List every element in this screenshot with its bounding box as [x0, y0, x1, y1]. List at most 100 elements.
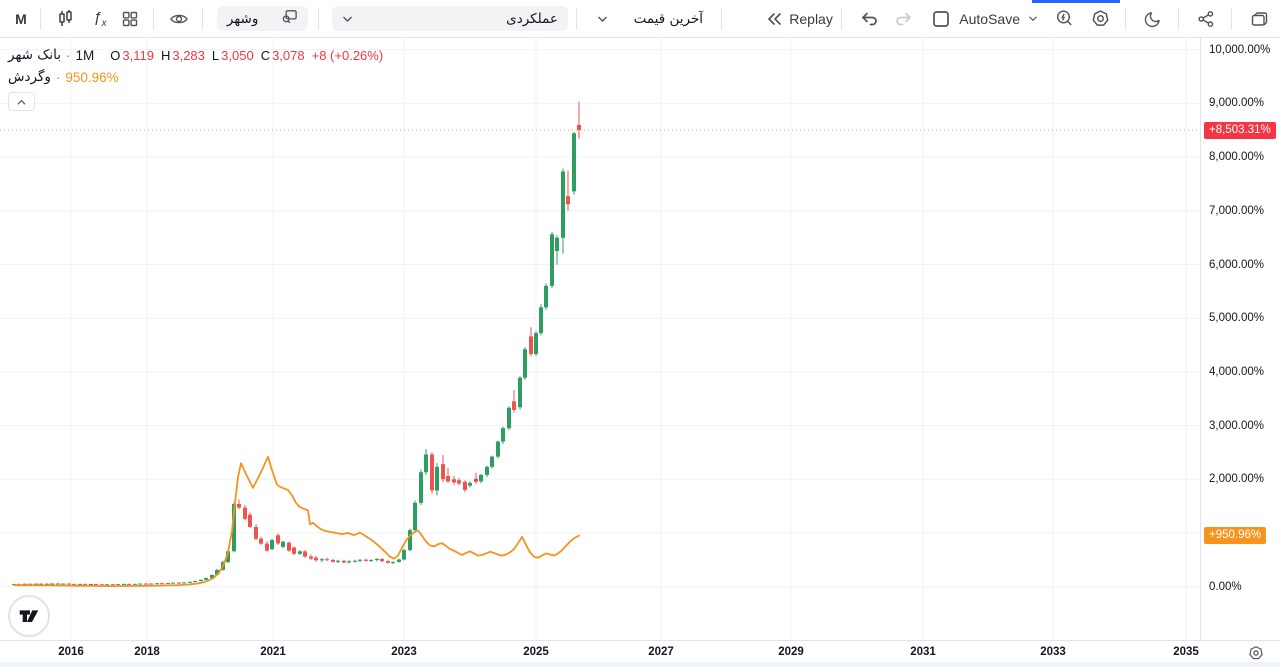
price-axis-label: 9,000.00%: [1209, 97, 1264, 110]
share-icon: [1197, 10, 1215, 28]
chevron-down-icon: [342, 11, 353, 26]
price-axis-label: 5,000.00%: [1209, 312, 1264, 325]
toolbar-divider: [1125, 7, 1127, 30]
toolbar-divider: [317, 7, 319, 30]
time-axis-label: 2016: [58, 646, 84, 658]
time-axis-label: 2021: [260, 646, 286, 658]
chevron-down-icon: [597, 11, 608, 26]
high-value: 3,283: [172, 47, 205, 63]
price-axis-label: 4,000.00%: [1209, 365, 1264, 378]
toolbar-divider: [40, 7, 41, 30]
price-axis[interactable]: 10,000.00% 9,000.00% 8,000.00% 7,000.00% 6,0…: [1200, 38, 1280, 640]
symbol-search-box[interactable]: وشهر: [216, 6, 308, 31]
chart-legend: بانک شهر · 1M O 3,119 H 3,283 L 3,050 C 3,07…: [8, 44, 383, 111]
toolbar-divider: [1231, 7, 1233, 30]
dark-mode-moon-icon: [1144, 10, 1162, 28]
price-axis-label: 3,000.00%: [1209, 419, 1264, 432]
axis-settings-gear-icon[interactable]: [1248, 645, 1264, 666]
indicators-fx-button[interactable]: ƒx: [85, 5, 115, 33]
price-chart-canvas[interactable]: [0, 38, 1200, 640]
top-toolbar: M ƒx: [0, 0, 1280, 38]
toolbar-divider: [201, 7, 203, 30]
time-axis-label: 2027: [648, 646, 674, 658]
toolbar-divider: [721, 7, 722, 30]
price-axis-label: 10,000.00%: [1209, 43, 1271, 56]
snapshot-button[interactable]: [1244, 5, 1274, 33]
tradingview-logo[interactable]: [8, 595, 50, 637]
legend-separator: ·: [66, 47, 71, 63]
quick-search-button[interactable]: [1049, 5, 1079, 33]
settings-gear-icon: [1091, 9, 1110, 28]
replay-label: Replay: [789, 10, 833, 27]
undo-icon: [860, 11, 879, 27]
eye-icon: [169, 10, 189, 28]
time-axis[interactable]: 2016 2018 2021 2023 2025 2027 2029 2031 2033 2035: [0, 640, 1280, 667]
chart-pane: بانک شهر · 1M O 3,119 H 3,283 L 3,050 C 3,07…: [0, 38, 1280, 640]
time-axis-label: 2025: [523, 646, 549, 658]
study-legend-row[interactable]: وگردش · 950.96%: [8, 66, 383, 88]
quick-search-icon: [1055, 9, 1074, 28]
window-bottom-strip: [0, 662, 1280, 667]
high-label: H: [160, 47, 171, 63]
open-label: O: [110, 47, 121, 63]
last-price-dropdown[interactable]: آخرین قیمت: [587, 6, 713, 31]
fx-indicators-icon: ƒx: [93, 8, 107, 29]
save-checkbox-icon: [931, 9, 951, 29]
toolbar-divider: [575, 7, 577, 30]
candlestick-chart-icon: [56, 9, 75, 28]
chevron-down-icon: [1028, 15, 1038, 22]
price-axis-label: 2,000.00%: [1209, 473, 1264, 486]
legend-collapse-button[interactable]: [8, 92, 35, 111]
time-axis-label: 2018: [134, 646, 160, 658]
chart-type-button[interactable]: [51, 5, 81, 33]
study-title: وگردش: [8, 69, 51, 85]
last-price-badge: +8,503.31%: [1204, 121, 1276, 139]
time-axis-label: 2023: [391, 646, 417, 658]
performance-mode-dropdown[interactable]: عملکردی: [331, 6, 568, 31]
chevron-up-icon: [16, 94, 27, 109]
study-value: 950.96%: [65, 69, 119, 85]
dark-mode-button[interactable]: [1138, 5, 1168, 33]
last-price-label: آخرین قیمت: [633, 10, 704, 27]
snapshot-icon: [1250, 10, 1269, 28]
change-value: +8 (+0.26%): [311, 47, 384, 63]
low-value: 3,050: [221, 47, 254, 63]
price-axis-label: 0.00%: [1209, 580, 1242, 593]
time-axis-label: 2031: [910, 646, 936, 658]
browser-loading-strip: [1032, 0, 1120, 3]
redo-icon: [894, 11, 913, 27]
interval-button[interactable]: M: [6, 5, 36, 33]
undo-button[interactable]: [854, 5, 884, 33]
time-axis-label: 2029: [778, 646, 804, 658]
close-label: C: [260, 47, 271, 63]
toolbar-divider: [841, 7, 843, 30]
interval-value: 1M: [75, 47, 95, 63]
replay-button[interactable]: Replay: [766, 5, 833, 33]
watch-eye-button[interactable]: [164, 5, 194, 33]
symbol-search-icon: [281, 8, 298, 29]
replay-icon: [766, 11, 783, 27]
autosave-button[interactable]: AutoSave: [931, 5, 1038, 33]
price-axis-label: 7,000.00%: [1209, 204, 1264, 217]
close-value: 3,078: [272, 47, 305, 63]
redo-button[interactable]: [888, 5, 918, 33]
price-axis-label: 6,000.00%: [1209, 258, 1264, 271]
low-label: L: [211, 47, 220, 63]
time-axis-label: 2033: [1040, 646, 1066, 658]
open-value: 3,119: [122, 47, 154, 63]
time-axis-label: 2035: [1173, 646, 1199, 658]
layout-grid-icon: [121, 10, 139, 28]
price-axis-label: 8,000.00%: [1209, 151, 1264, 164]
ohlc-values: O 3,119 H 3,283 L 3,050 C 3,078 +8 (+0.26%): [105, 48, 383, 63]
layout-grid-button[interactable]: [115, 5, 145, 33]
symbol-title: بانک شهر: [8, 47, 61, 63]
toolbar-divider: [1178, 7, 1180, 30]
autosave-label: AutoSave: [959, 10, 1020, 27]
main-series-legend-row[interactable]: بانک شهر · 1M O 3,119 H 3,283 L 3,050 C 3,07…: [8, 44, 383, 66]
share-button[interactable]: [1191, 5, 1221, 33]
performance-mode-label: عملکردی: [506, 10, 558, 27]
toolbar-divider: [152, 7, 154, 30]
settings-button[interactable]: [1085, 5, 1115, 33]
symbol-search-value: وشهر: [226, 10, 259, 27]
study-value-badge: +950.96%: [1204, 527, 1267, 545]
